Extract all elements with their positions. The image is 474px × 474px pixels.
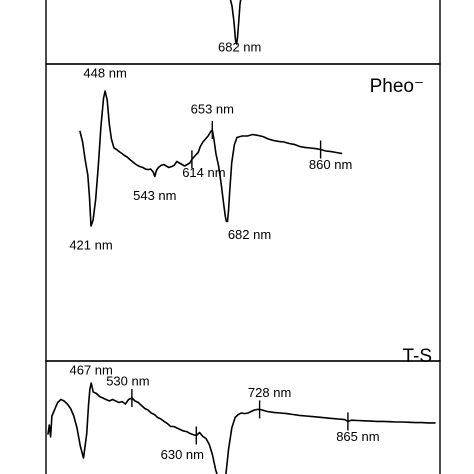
peak-annotations: 448 nm 421 nm 543 nm 614 nm 653 nm 682 nm 860 … <box>69 65 379 462</box>
bottom-panel-frame <box>45 360 441 474</box>
annotation-label-682: 682 nm <box>228 227 271 242</box>
triplet-minus-singlet-spectrum-line <box>47 382 436 474</box>
bottom-panel-title: T-S <box>402 346 432 367</box>
annotation-label-530: 530 nm <box>106 373 149 388</box>
annotation-label-860: 860 nm <box>309 157 352 172</box>
pheo-spectrum-line <box>79 90 343 227</box>
annotation-label-448: 448 nm <box>83 65 126 80</box>
top-panel-annotation-682: 682 nm <box>218 39 261 54</box>
annotation-label-614: 614 nm <box>182 165 225 180</box>
top-panel-trace <box>229 0 242 45</box>
middle-panel-frame <box>45 63 441 362</box>
annotation-label-543: 543 nm <box>133 188 176 203</box>
annotation-label-421: 421 nm <box>69 237 112 252</box>
annotation-label-630: 630 nm <box>161 447 204 462</box>
middle-panel-title: Pheo⁻ <box>370 76 424 97</box>
annotation-label-467: 467 nm <box>70 362 113 377</box>
annotation-label-865: 865 nm <box>336 429 379 444</box>
annotation-label-653: 653 nm <box>191 101 234 116</box>
annotation-label-728: 728 nm <box>248 385 291 400</box>
